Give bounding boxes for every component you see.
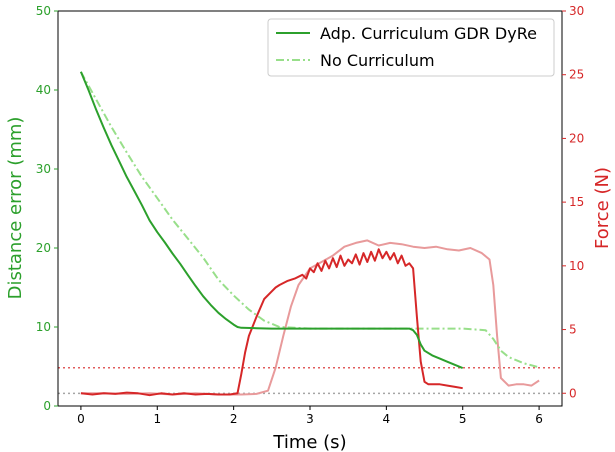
y-left-tick-label: 10 bbox=[36, 320, 51, 334]
y-right-tick-label: 10 bbox=[569, 259, 584, 273]
y-right-tick-label: 0 bbox=[569, 386, 577, 400]
y-axis-right-label: Force (N) bbox=[592, 167, 613, 249]
x-tick-label: 3 bbox=[306, 412, 314, 426]
legend-label-no-curriculum: No Curriculum bbox=[320, 51, 435, 70]
reference-lines bbox=[58, 367, 562, 395]
y-right-tick-label: 25 bbox=[569, 68, 584, 82]
y-right-tick-label: 30 bbox=[569, 4, 584, 18]
legend: Adp. Curriculum GDR DyRe No Curriculum bbox=[267, 18, 555, 77]
series-line-2 bbox=[80, 248, 463, 397]
y-left-tick-label: 50 bbox=[36, 4, 51, 18]
series-layer bbox=[79, 71, 540, 397]
y-left-tick-label: 40 bbox=[36, 83, 51, 97]
x-tick-label: 2 bbox=[230, 412, 238, 426]
x-tick-label: 1 bbox=[153, 412, 161, 426]
x-tick-label: 0 bbox=[77, 412, 85, 426]
x-tick-label: 4 bbox=[383, 412, 391, 426]
y-left-tick-label: 20 bbox=[36, 241, 51, 255]
y-right-tick-label: 5 bbox=[569, 323, 577, 337]
x-axis: 0 1 2 3 4 5 6 bbox=[77, 406, 543, 426]
legend-box bbox=[267, 18, 555, 77]
y-right-tick-label: 20 bbox=[569, 131, 584, 145]
y-axis-left: 0 10 20 30 40 50 bbox=[36, 4, 58, 413]
legend-label-curriculum: Adp. Curriculum GDR DyRe bbox=[320, 24, 537, 43]
y-left-tick-label: 0 bbox=[43, 399, 51, 413]
y-right-tick-label: 15 bbox=[569, 195, 584, 209]
x-tick-label: 6 bbox=[535, 412, 543, 426]
y-axis-left-label: Distance error (mm) bbox=[5, 117, 26, 300]
plot-area bbox=[58, 11, 562, 406]
x-tick-label: 5 bbox=[459, 412, 467, 426]
x-axis-label: Time (s) bbox=[272, 432, 346, 452]
series-line-0 bbox=[79, 71, 464, 370]
y-left-tick-label: 30 bbox=[36, 162, 51, 176]
y-axis-right: 0 5 10 15 20 25 30 bbox=[562, 4, 584, 400]
